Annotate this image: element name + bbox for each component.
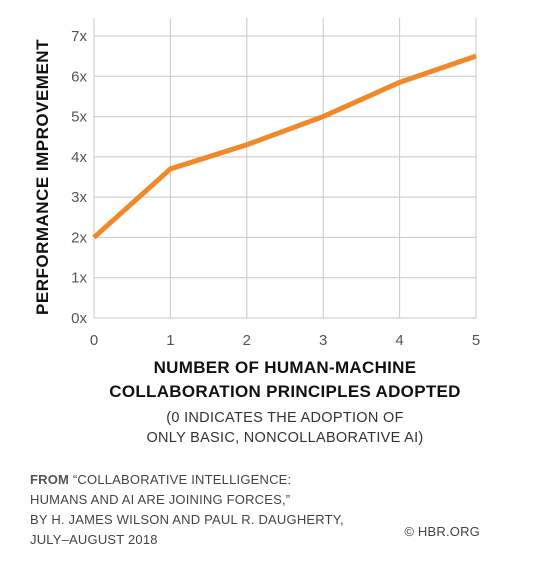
copyright-notice: © HBR.ORG <box>404 524 480 539</box>
x-axis-title-line-2: COLLABORATION PRINCIPLES ADOPTED <box>109 382 461 401</box>
source-credit: FROM “COLLABORATIVE INTELLIGENCE: HUMANS… <box>30 470 344 550</box>
x-axis-title-line-1: NUMBER OF HUMAN-MACHINE <box>153 358 417 377</box>
chart-grid <box>93 18 477 319</box>
x-tick-label: 0 <box>90 332 98 349</box>
line-chart: 0x 1x 2x 3x 4x 5x 6x 7x 0 1 2 3 4 5 PERFORMANCE IMPR… <box>33 18 480 349</box>
source-article-title-2: HUMANS AND AI ARE JOINING FORCES,” <box>30 492 291 507</box>
x-axis-note-line-2: ONLY BASIC, NONCOLLABORATIVE AI) <box>146 430 424 446</box>
y-axis-ticks: 0x 1x 2x 3x 4x 5x 6x 7x <box>71 28 87 327</box>
series-line <box>92 53 477 240</box>
y-tick-label: 6x <box>71 68 87 85</box>
y-tick-label: 4x <box>71 149 87 166</box>
y-axis-title: PERFORMANCE IMPROVEMENT <box>33 39 52 315</box>
x-tick-label: 2 <box>243 332 251 349</box>
x-tick-label: 1 <box>166 332 174 349</box>
x-tick-label: 5 <box>472 332 480 349</box>
x-axis-ticks: 0 1 2 3 4 5 <box>90 332 480 349</box>
y-tick-label: 3x <box>71 189 87 206</box>
x-tick-label: 4 <box>395 332 403 349</box>
y-tick-label: 5x <box>71 109 87 126</box>
x-axis-note-line-1: (0 INDICATES THE ADOPTION OF <box>166 410 404 426</box>
series-lines <box>92 53 477 240</box>
source-line-1: FROM “COLLABORATIVE INTELLIGENCE: <box>30 470 344 490</box>
source-authors: BY H. JAMES WILSON AND PAUL R. DAUGHERTY… <box>30 512 344 527</box>
y-tick-label: 2x <box>71 229 87 246</box>
x-tick-label: 3 <box>319 332 327 349</box>
source-article-title-1: “COLLABORATIVE INTELLIGENCE: <box>72 472 292 487</box>
y-tick-label: 0x <box>71 310 87 327</box>
y-tick-label: 7x <box>71 28 87 45</box>
source-from-label: FROM <box>30 472 70 487</box>
source-date: JULY–AUGUST 2018 <box>30 532 158 547</box>
y-tick-label: 1x <box>71 270 87 287</box>
